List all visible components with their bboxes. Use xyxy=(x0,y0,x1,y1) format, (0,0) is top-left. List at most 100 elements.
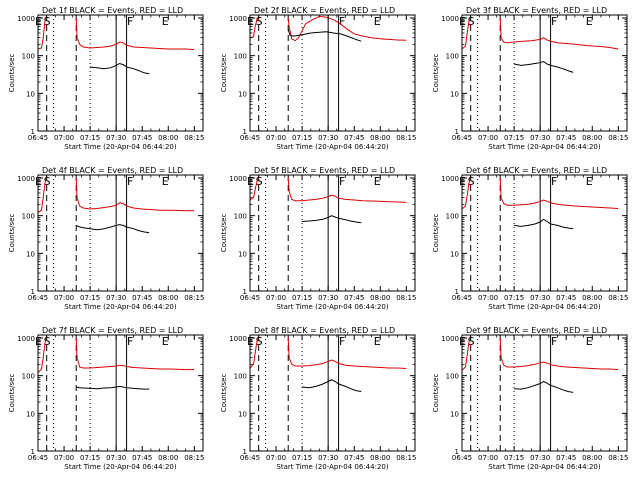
series-lld xyxy=(249,177,259,201)
series-lld xyxy=(499,17,619,50)
x-tick-label: 08:00 xyxy=(370,134,390,142)
x-tick-label: 07:15 xyxy=(504,134,524,142)
series-events xyxy=(302,379,362,392)
marker-label: F xyxy=(127,335,133,348)
x-tick-label: 08:00 xyxy=(582,134,602,142)
y-tick-label: 1000 xyxy=(229,15,247,23)
x-tick-label: 08:00 xyxy=(582,294,602,302)
plot-frame xyxy=(37,174,204,292)
series-lld xyxy=(75,177,195,212)
y-tick-label: 1 xyxy=(455,448,459,456)
y-axis-label: Counts/sec xyxy=(220,214,228,253)
marker-label: S xyxy=(468,15,475,28)
series-lld xyxy=(499,337,619,371)
x-tick-label: 06:45 xyxy=(452,134,472,142)
series-lld xyxy=(287,177,407,203)
y-axis-label: Counts/sec xyxy=(220,54,228,93)
x-tick-label: 06:45 xyxy=(240,294,260,302)
plot-title: Det 8f BLACK = Events, RED = LLD xyxy=(254,326,395,335)
series-lld xyxy=(461,17,471,50)
marker-label: E xyxy=(586,15,593,28)
x-axis-label: Start Time (20-Apr-04 06:44:20) xyxy=(64,463,176,471)
y-tick-label: 1 xyxy=(31,128,35,136)
y-tick-label: 10 xyxy=(26,250,35,258)
plot-frame xyxy=(461,14,628,132)
x-tick-label: 07:45 xyxy=(344,454,364,462)
y-tick-label: 1000 xyxy=(441,175,459,183)
series-lld xyxy=(287,15,407,42)
marker-label: E xyxy=(374,335,381,348)
plot-title: Det 4f BLACK = Events, RED = LLD xyxy=(42,166,183,175)
x-tick-label: 07:00 xyxy=(478,134,498,142)
series-lld xyxy=(75,17,195,51)
series-events xyxy=(514,60,574,73)
y-tick-label: 1 xyxy=(243,448,247,456)
y-tick-label: 1000 xyxy=(17,335,35,343)
x-tick-label: 08:00 xyxy=(370,294,390,302)
x-tick-label: 07:15 xyxy=(504,454,524,462)
x-axis-label: Start Time (20-Apr-04 06:44:20) xyxy=(488,303,600,311)
plot-title: Det 7f BLACK = Events, RED = LLD xyxy=(42,326,183,335)
plot-frame xyxy=(37,14,204,132)
y-tick-label: 1 xyxy=(455,288,459,296)
x-tick-label: 07:30 xyxy=(106,454,126,462)
x-axis-label: Start Time (20-Apr-04 06:44:20) xyxy=(488,143,600,151)
marker-label: E xyxy=(586,335,593,348)
x-tick-label: 07:30 xyxy=(318,454,338,462)
x-axis-label: Start Time (20-Apr-04 06:44:20) xyxy=(64,143,176,151)
x-tick-label: 07:30 xyxy=(530,294,550,302)
x-tick-label: 07:45 xyxy=(132,134,152,142)
series-events xyxy=(90,62,150,75)
marker-label: S xyxy=(256,15,263,28)
x-tick-label: 07:15 xyxy=(80,454,100,462)
x-tick-label: 07:00 xyxy=(266,454,286,462)
plot-frame xyxy=(37,334,204,452)
x-tick-label: 08:00 xyxy=(158,134,178,142)
x-axis-label: Start Time (20-Apr-04 06:44:20) xyxy=(276,463,388,471)
y-tick-label: 100 xyxy=(22,213,35,221)
x-tick-label: 07:00 xyxy=(54,454,74,462)
x-tick-label: 08:15 xyxy=(396,454,416,462)
x-tick-label: 07:30 xyxy=(106,134,126,142)
x-tick-label: 08:15 xyxy=(608,454,628,462)
x-tick-label: 06:45 xyxy=(240,454,260,462)
y-tick-label: 100 xyxy=(234,213,247,221)
x-tick-label: 07:15 xyxy=(292,294,312,302)
marker-label: E xyxy=(374,175,381,188)
y-axis-label: Counts/sec xyxy=(8,54,16,93)
y-tick-label: 100 xyxy=(446,373,459,381)
marker-label: F xyxy=(551,175,557,188)
x-tick-label: 07:15 xyxy=(80,134,100,142)
y-tick-label: 100 xyxy=(234,373,247,381)
x-tick-label: 08:15 xyxy=(184,134,204,142)
y-tick-label: 10 xyxy=(238,250,247,258)
y-tick-label: 1 xyxy=(243,288,247,296)
x-tick-label: 06:45 xyxy=(28,294,48,302)
plot-title: Det 6f BLACK = Events, RED = LLD xyxy=(466,166,607,175)
x-tick-label: 07:45 xyxy=(132,454,152,462)
x-tick-label: 07:45 xyxy=(556,454,576,462)
y-tick-label: 1000 xyxy=(17,175,35,183)
plot-frame xyxy=(249,14,416,132)
marker-label: F xyxy=(127,175,133,188)
x-tick-label: 07:30 xyxy=(106,294,126,302)
plot-frame xyxy=(249,174,416,292)
plot-title: Det 1f BLACK = Events, RED = LLD xyxy=(42,6,183,15)
y-tick-label: 10 xyxy=(450,250,459,258)
plot-title: Det 9f BLACK = Events, RED = LLD xyxy=(466,326,607,335)
y-tick-label: 100 xyxy=(446,53,459,61)
x-tick-label: 07:15 xyxy=(80,294,100,302)
y-tick-label: 10 xyxy=(26,410,35,418)
series-events xyxy=(287,29,362,42)
x-tick-label: 07:00 xyxy=(266,294,286,302)
series-events xyxy=(514,380,574,393)
x-tick-label: 06:45 xyxy=(452,454,472,462)
x-tick-label: 08:00 xyxy=(158,454,178,462)
x-axis-label: Start Time (20-Apr-04 06:44:20) xyxy=(488,463,600,471)
